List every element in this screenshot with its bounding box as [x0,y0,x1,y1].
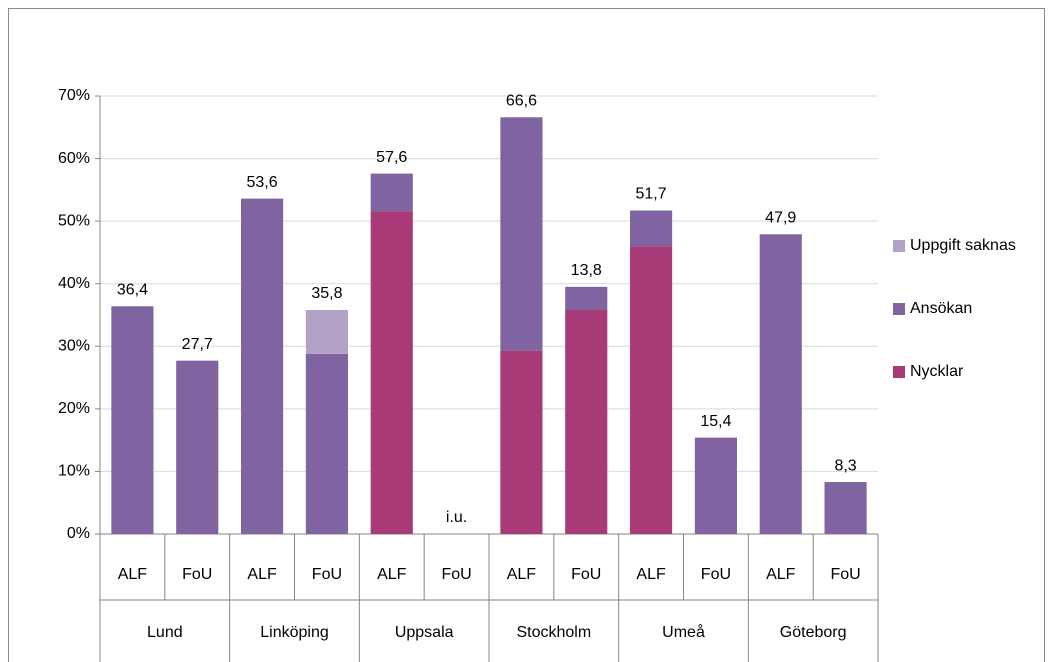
x-tick-label: FoU [312,566,342,583]
bar-label: 27,7 [182,336,213,353]
bar-segment [500,117,543,351]
legend-swatch [893,303,905,315]
y-tick-label: 20% [58,400,90,417]
bar-segment [305,353,348,534]
bar-label: 66,6 [506,92,537,109]
x-tick-label: ALF [507,566,537,583]
bar-segment [370,173,413,212]
bar-label: 13,8 [571,262,602,279]
bar-segment [370,211,413,535]
bar-segment [241,198,284,535]
bar-label: 53,6 [247,174,278,191]
legend-label: Uppgift saknas [910,237,1016,254]
bar-label: 51,7 [636,186,667,203]
x-tick-label: ALF [636,566,666,583]
bar-segment [824,482,867,534]
bar-segment [630,210,673,247]
x-tick-label: FoU [571,566,601,583]
group-label: Göteborg [780,624,847,641]
x-tick-label: ALF [377,566,407,583]
x-tick-label: FoU [701,566,731,583]
group-label: Uppsala [395,624,454,641]
bar-segment [111,306,154,534]
y-tick-label: 50% [58,212,90,229]
group-label: Lund [147,624,183,641]
bar-label: 35,8 [311,285,342,302]
x-tick-label: ALF [118,566,148,583]
x-tick-label: FoU [441,566,471,583]
bar-label: 47,9 [765,210,796,227]
y-tick-label: 10% [58,463,90,480]
y-tick-label: 40% [58,275,90,292]
bar-segment [176,360,219,534]
x-tick-label: FoU [182,566,212,583]
legend-swatch [893,240,905,252]
bar-segment [500,350,543,534]
y-tick-label: 30% [58,338,90,355]
bar-label: 8,3 [834,457,856,474]
y-tick-label: 0% [67,525,90,542]
bar-label: 57,6 [376,149,407,166]
group-label: Stockholm [516,624,591,641]
bar-segment [759,234,802,535]
x-tick-label: ALF [247,566,277,583]
x-tick-label: ALF [766,566,796,583]
x-tick-label: FoU [830,566,860,583]
y-tick-label: 60% [58,150,90,167]
legend-label: Ansökan [910,300,972,317]
bar-segment [565,286,608,310]
bar-segment [565,309,608,534]
group-label: Linköping [260,624,329,641]
legend-swatch [893,366,905,378]
bar-segment [305,309,348,354]
bar-label: 15,4 [700,413,731,430]
bar-label: i.u. [446,509,467,526]
legend-label: Nycklar [910,363,964,380]
bar-segment [630,246,673,534]
bar-label: 36,4 [117,281,148,298]
bar-segment [694,437,737,534]
group-label: Umeå [662,623,705,641]
y-tick-label: 70% [58,87,90,104]
